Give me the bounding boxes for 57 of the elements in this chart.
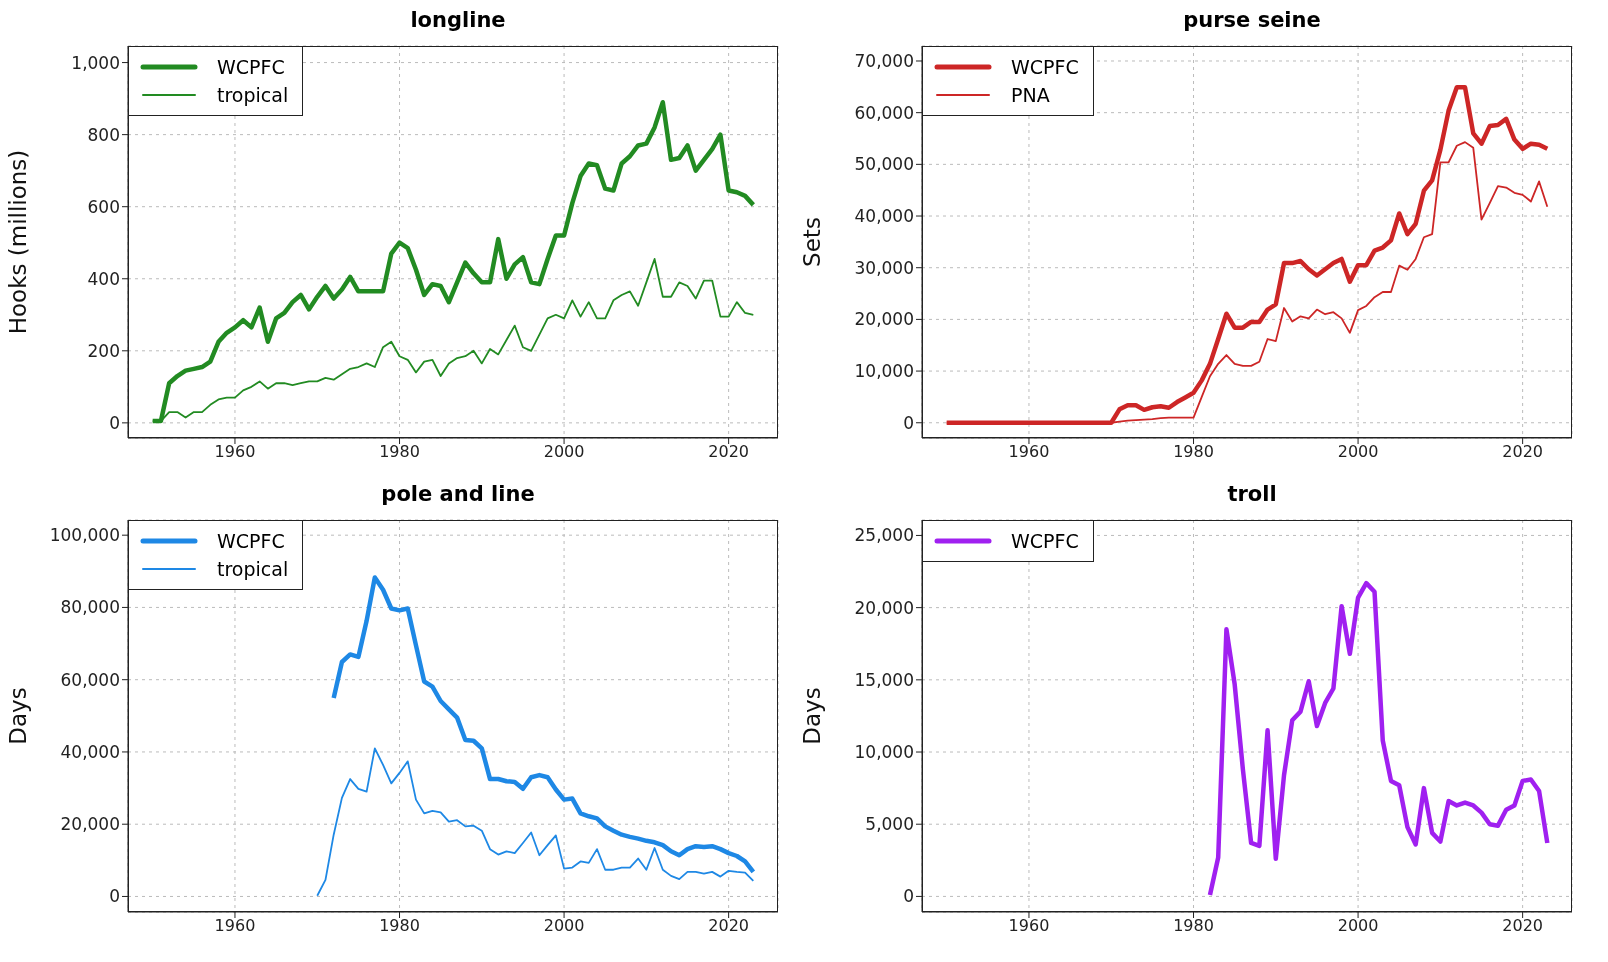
legend-label: tropical [217, 84, 289, 106]
chart-title: troll [1226, 482, 1278, 508]
x-tick-label: 1980 [379, 916, 420, 936]
y-tick-label: 25,000 [854, 525, 914, 546]
y-tick-label: 30,000 [854, 257, 914, 278]
y-tick-label: 0 [109, 886, 120, 907]
y-tick-label: 100,000 [49, 525, 120, 546]
y-tick-label: 40,000 [60, 741, 120, 762]
y-tick-label: 400 [87, 268, 120, 289]
y-tick-label: 15,000 [854, 669, 914, 690]
x-tick-label: 2000 [1337, 442, 1379, 462]
y-tick-label: 0 [903, 886, 914, 907]
x-tick-label: 1960 [1008, 916, 1050, 936]
y-tick-label: 80,000 [60, 597, 120, 618]
y-tick-label: 10,000 [854, 742, 914, 763]
y-tick-label: 1,000 [71, 52, 120, 73]
chart-title: purse seine [1182, 8, 1322, 34]
x-tick-label: 1960 [1008, 442, 1050, 462]
x-tick-label: 2000 [1337, 916, 1379, 936]
y-tick-label: 20,000 [854, 309, 914, 330]
x-tick-label: 1980 [1173, 442, 1214, 462]
y-tick-label: 5,000 [865, 814, 914, 835]
chart-title: longline [409, 8, 507, 34]
y-axis-title: Days [5, 687, 32, 745]
y-tick-label: 200 [87, 340, 120, 361]
y-tick-label: 10,000 [854, 361, 914, 382]
x-tick-label: 2020 [1502, 442, 1543, 462]
y-axis-title: Hooks (millions) [5, 149, 32, 335]
y-tick-label: 50,000 [854, 154, 914, 175]
legend-label: WCPFC [217, 530, 285, 552]
chart-title: pole and line [380, 482, 536, 508]
legend-label: WCPFC [1011, 56, 1079, 78]
x-tick-label: 2020 [708, 916, 749, 936]
legend-label: WCPFC [217, 56, 285, 78]
y-tick-label: 0 [109, 412, 120, 433]
y-tick-label: 600 [87, 196, 120, 217]
x-tick-label: 2020 [708, 442, 749, 462]
y-tick-label: 20,000 [60, 814, 120, 835]
y-tick-label: 60,000 [60, 669, 120, 690]
x-tick-label: 2000 [543, 916, 585, 936]
y-tick-label: 40,000 [854, 206, 914, 227]
x-tick-label: 2020 [1502, 916, 1543, 936]
y-axis-title: Days [799, 687, 826, 745]
y-tick-label: 800 [87, 124, 120, 145]
legend-label: PNA [1011, 84, 1050, 106]
legend-label: WCPFC [1011, 530, 1079, 552]
y-axis-title: Sets [799, 217, 826, 267]
x-tick-label: 1980 [1173, 916, 1214, 936]
x-tick-label: 1980 [379, 442, 420, 462]
y-tick-label: 60,000 [854, 102, 914, 123]
legend-label: tropical [217, 558, 289, 580]
x-tick-label: 2000 [543, 442, 585, 462]
y-tick-label: 20,000 [854, 597, 914, 618]
x-tick-label: 1960 [214, 442, 256, 462]
y-tick-label: 70,000 [854, 51, 914, 72]
x-tick-label: 1960 [214, 916, 256, 936]
y-tick-label: 0 [903, 412, 914, 433]
